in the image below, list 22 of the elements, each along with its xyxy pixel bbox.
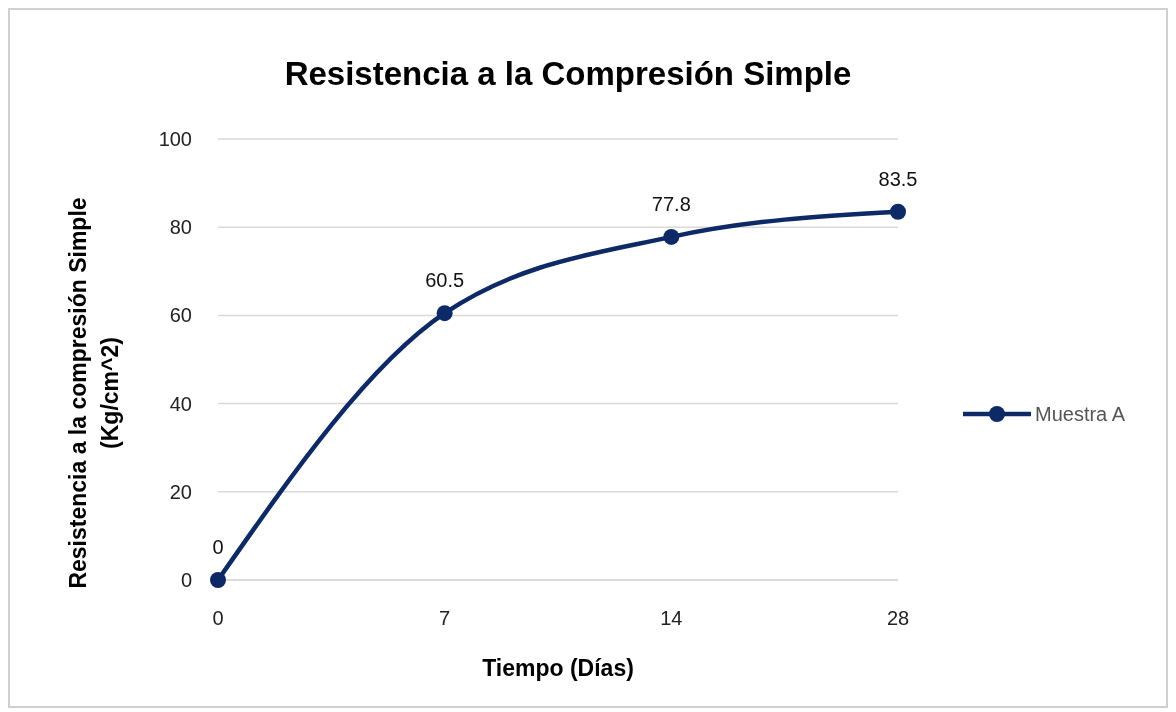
y-tick-label: 0 [180,569,192,591]
point [210,572,226,588]
y-tick-label: 100 [158,128,192,150]
data-label: 83.5 [878,167,918,190]
y-axis-title: Resistencia a la compresión Simple (Kg/cm^2) [65,197,123,589]
x-tick-label: 0 [212,607,224,629]
y-tick-label: 80 [169,216,192,239]
y-tick-label: 40 [169,392,192,415]
x-tick-label: 14 [660,607,683,629]
x-tick-label: 28 [886,607,910,629]
y-tick-label: 60 [169,304,192,327]
data-label: 60.5 [425,269,465,292]
data-label: 77.8 [651,192,691,215]
x-axis-title: Tiempo (Días) [482,655,634,681]
point [436,305,453,322]
x-tick-label: 7 [439,607,451,629]
point [663,228,680,245]
chart-title: Resistencia a la Compresión Simple [284,55,852,92]
data-label: 0 [212,536,224,558]
point [890,203,906,220]
legend-label: Muestra A [1035,403,1126,425]
y-tick-label: 20 [169,480,192,503]
